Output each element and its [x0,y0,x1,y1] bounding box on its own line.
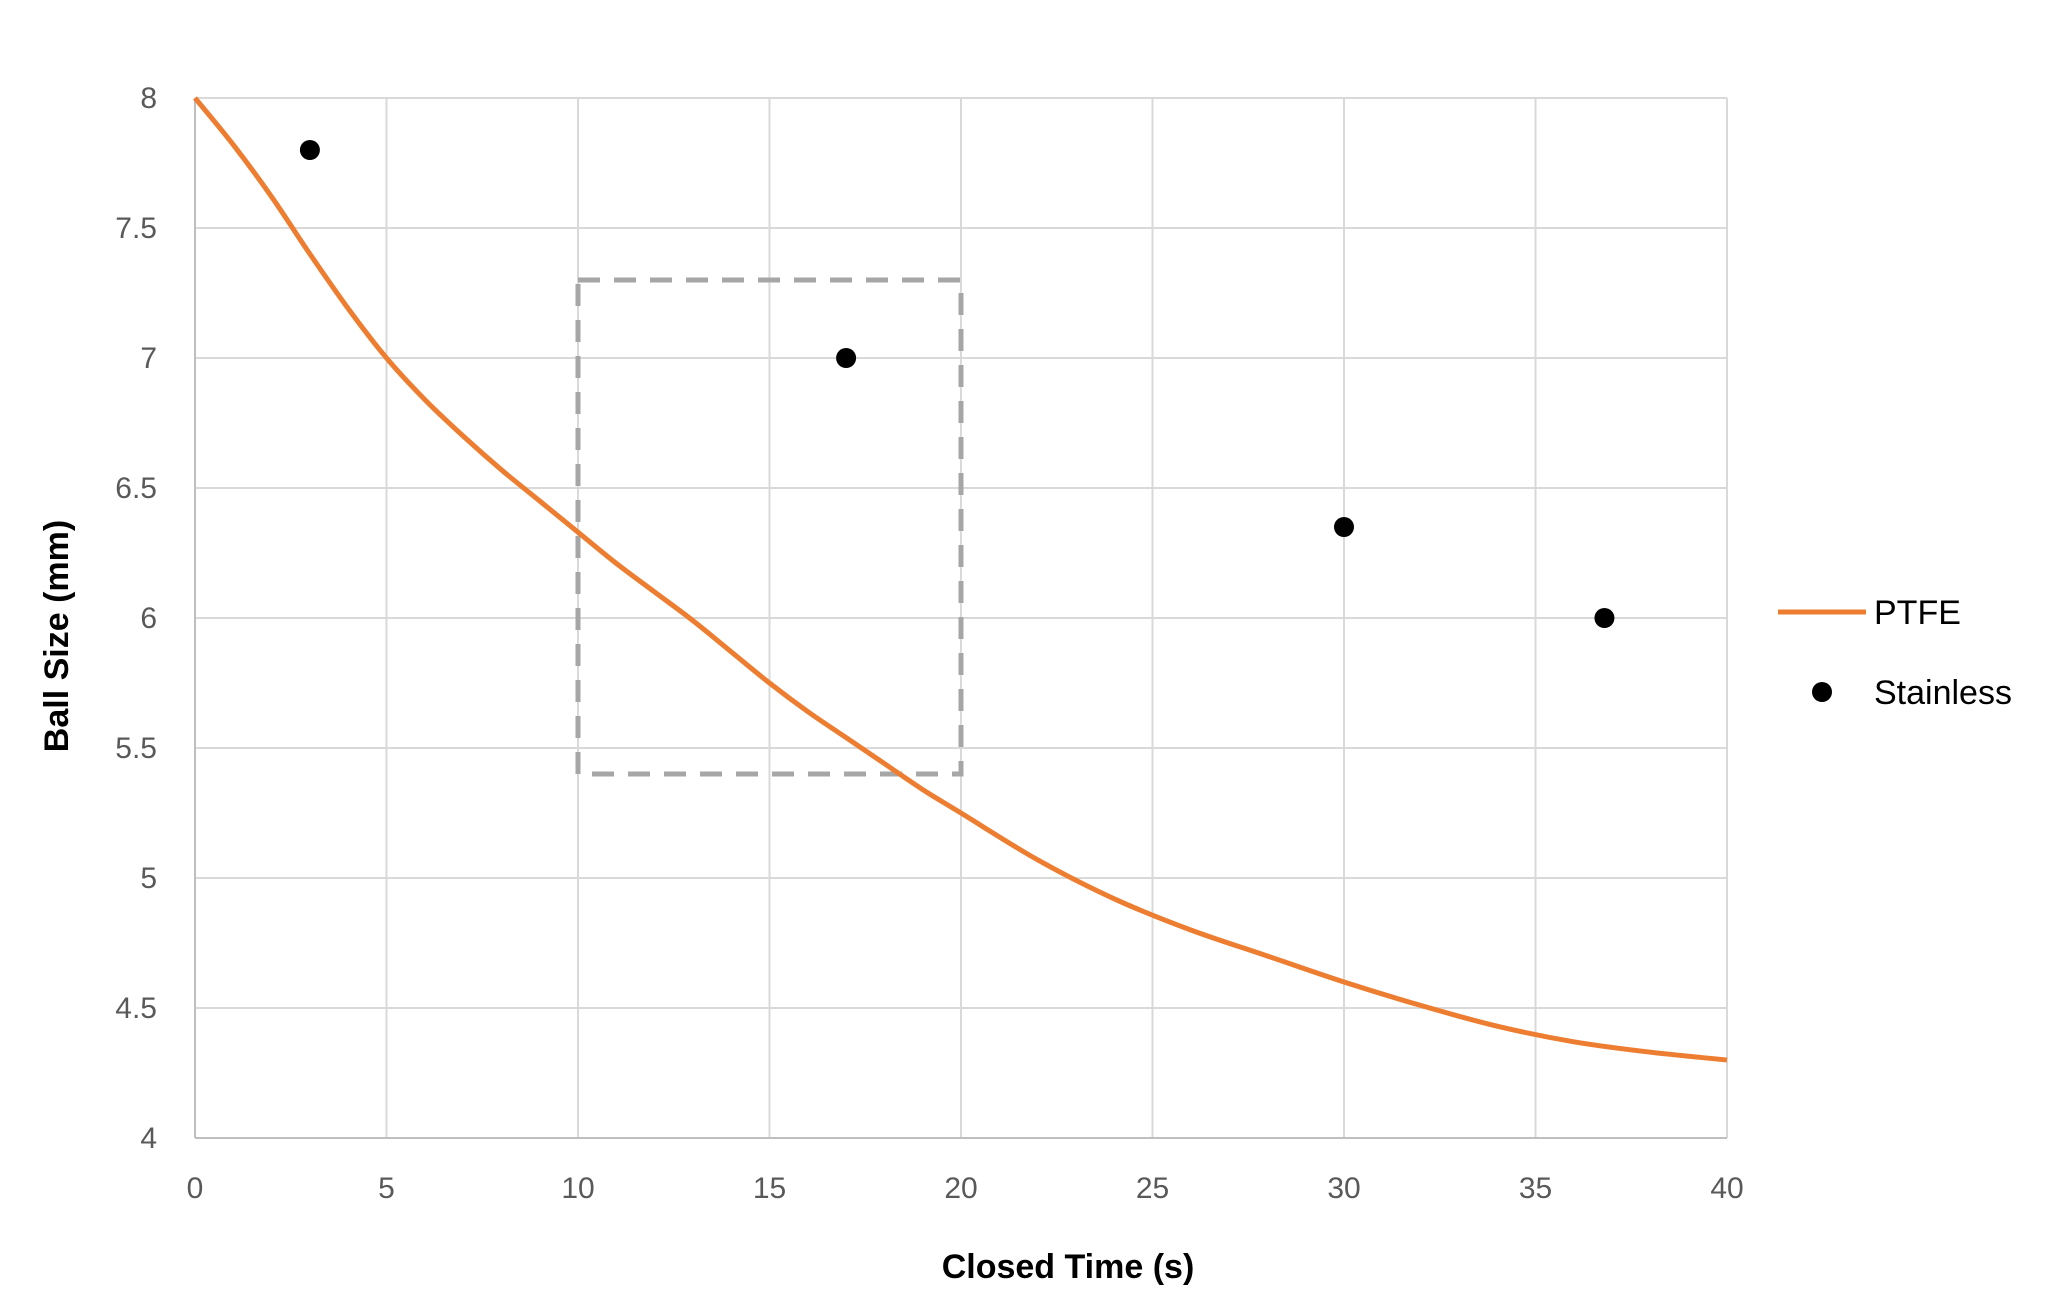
data-point-stainless [299,140,320,160]
x-tick-label: 40 [1710,1172,1743,1205]
x-tick-label: 30 [1327,1172,1360,1205]
data-point-stainless [836,348,857,368]
x-tick-label: 5 [378,1172,395,1205]
x-tick-label: 35 [1519,1172,1552,1205]
y-tick-label: 8 [140,82,157,115]
y-tick-label: 7 [140,342,157,375]
x-tick-label: 20 [944,1172,977,1205]
axes [194,98,1727,1139]
data-point-stainless [1334,517,1354,537]
series-line-ptfe [193,96,1728,1063]
y-tick-label: 7.5 [115,212,157,245]
legend-label: PTFE [1874,594,1961,632]
x-tick-label: 10 [561,1172,594,1205]
x-tick-label: 15 [753,1172,786,1205]
y-tick-label: 5.5 [115,732,157,765]
x-axis-title: Closed Time (s) [942,1248,1195,1286]
y-tick-label: 6 [140,602,157,635]
dashed-highlight-box [575,277,964,777]
x-tick-label: 0 [187,1172,204,1205]
tick-labels: 0 5 10 15 20 25 30 35 40 4 4.5 5 5.5 6 6.5 7 7.5 8 [115,82,1743,1205]
y-axis-title: Ball Size (mm) [38,520,76,752]
data-point-stainless [1594,608,1615,628]
series [193,96,1728,1063]
legend-label: Stainless [1874,674,2012,712]
y-tick-label: 6.5 [115,472,157,505]
annotations [575,277,964,777]
y-tick-label: 4 [140,1122,157,1155]
legend-marker-swatch [1812,682,1832,702]
legend: PTFE Stainless [1778,594,2012,712]
y-tick-label: 5 [140,862,157,895]
x-tick-label: 25 [1136,1172,1169,1205]
y-tick-label: 4.5 [115,992,157,1025]
